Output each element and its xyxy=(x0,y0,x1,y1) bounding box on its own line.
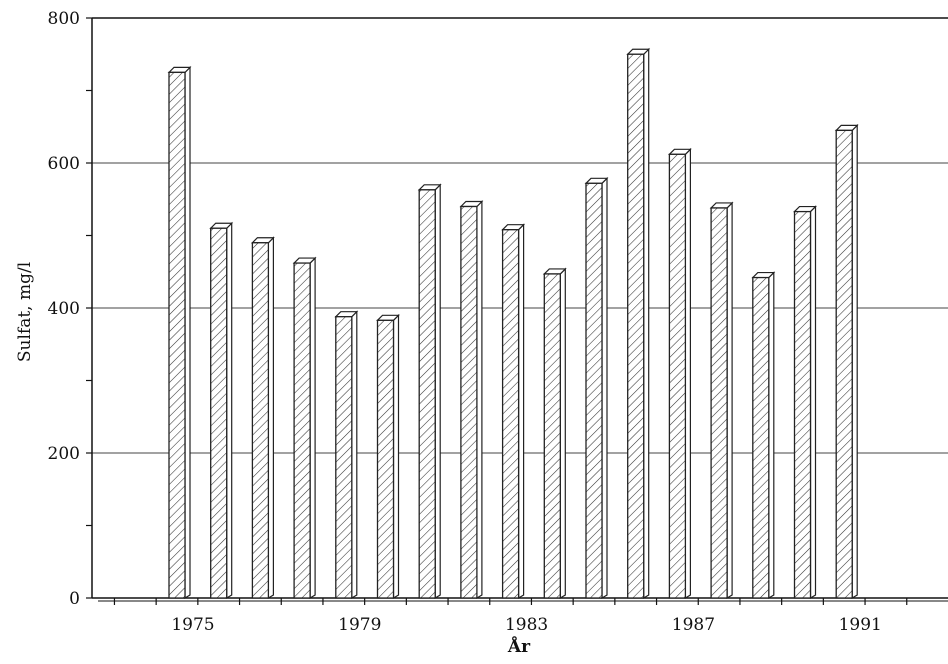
x-tick-label: 1983 xyxy=(505,615,548,635)
bar-1978 xyxy=(292,256,317,600)
bar-front xyxy=(251,242,270,599)
bar-1989 xyxy=(751,271,776,600)
bar-side xyxy=(517,223,525,600)
x-tick-label: 1991 xyxy=(839,615,882,635)
bar-side xyxy=(351,310,358,600)
bar-1983 xyxy=(501,223,526,600)
bar-front xyxy=(335,316,353,599)
bar-1991 xyxy=(834,123,859,600)
bar-front xyxy=(835,129,853,599)
bar-side xyxy=(643,47,650,600)
bar-front xyxy=(710,207,728,599)
bar-side xyxy=(768,271,775,600)
x-tick-label: 1987 xyxy=(672,615,715,635)
y-axis-label: Sulfat, mg/l xyxy=(15,262,35,362)
bar-front xyxy=(210,227,228,599)
bar-front xyxy=(168,71,186,599)
bar-1981 xyxy=(417,183,442,600)
bar-1984 xyxy=(542,267,567,600)
bar-side xyxy=(434,183,441,600)
y-tick-label: 200 xyxy=(48,444,80,464)
bar-1976 xyxy=(209,221,234,600)
bar-front xyxy=(752,276,770,599)
bar-front xyxy=(543,273,561,599)
bar-1980 xyxy=(376,313,400,600)
bar-side xyxy=(684,147,692,600)
axes xyxy=(86,17,948,605)
bar-side xyxy=(309,256,316,600)
bar-1977 xyxy=(250,236,275,600)
tick-labels: 0 200 400 600 800 1975 1979 1983 1987 1991 xyxy=(48,9,882,635)
bar-side xyxy=(392,313,400,600)
bar-front xyxy=(418,189,436,599)
bar-side xyxy=(601,176,608,600)
bars xyxy=(167,47,859,600)
bar-side xyxy=(476,200,483,600)
bar-side xyxy=(809,205,817,600)
bar-side xyxy=(559,267,566,600)
bar-front xyxy=(793,210,812,599)
y-tick-label: 400 xyxy=(48,299,80,319)
y-tick-label: 0 xyxy=(69,589,80,609)
bar-front xyxy=(627,53,645,599)
x-axis-label: År xyxy=(507,635,531,657)
bar-side xyxy=(184,65,191,600)
y-tick-label: 800 xyxy=(48,9,80,29)
bar-side xyxy=(851,123,858,600)
bar-side xyxy=(267,236,274,600)
bar-1990 xyxy=(793,205,817,600)
bar-front xyxy=(668,153,687,599)
bar-front xyxy=(293,262,311,599)
bar-side xyxy=(226,221,233,600)
bar-1975 xyxy=(167,65,192,600)
bar-1987 xyxy=(667,147,692,600)
bar-front xyxy=(460,205,478,599)
bar-front xyxy=(585,182,603,599)
x-tick-label: 1979 xyxy=(338,615,381,635)
bar-front xyxy=(501,229,520,599)
bar-front xyxy=(376,319,395,599)
bar-1979 xyxy=(334,310,359,600)
x-tick-label: 1975 xyxy=(171,615,214,635)
bar-1982 xyxy=(459,200,484,600)
y-tick-label: 600 xyxy=(48,154,80,174)
bar-side xyxy=(726,201,733,600)
bar-1988 xyxy=(709,201,734,600)
bar-1985 xyxy=(584,176,609,600)
bar-1986 xyxy=(626,47,651,600)
